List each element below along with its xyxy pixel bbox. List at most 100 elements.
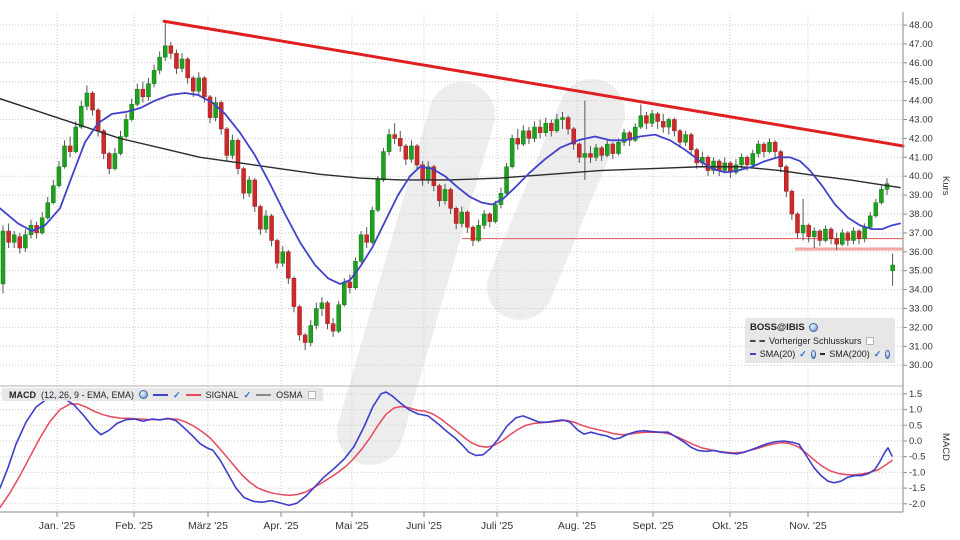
candle-body: [129, 104, 134, 120]
candle-body: [817, 230, 823, 241]
candle-body: [593, 147, 599, 158]
candle-body: [543, 123, 548, 133]
candle-body: [599, 147, 604, 156]
candle-body: [537, 126, 543, 133]
candle-body: [739, 157, 744, 166]
candle-body: [95, 109, 101, 132]
globe-icon[interactable]: [885, 349, 890, 359]
candle-body: [767, 141, 772, 152]
candle-body: [761, 143, 767, 152]
sma20-checkmark[interactable]: ✓: [799, 349, 807, 360]
candle-body: [308, 325, 313, 343]
candle-body: [107, 153, 112, 169]
macd-tick-label: 1.5: [909, 389, 922, 400]
candle-body: [235, 140, 241, 169]
candle-body: [140, 89, 146, 98]
candle-body: [84, 92, 90, 107]
candle-body: [465, 211, 470, 228]
candle-body: [190, 77, 196, 92]
macd-tick-label: -1.0: [909, 467, 925, 478]
candle-body: [666, 119, 672, 128]
candle-body: [487, 213, 493, 222]
candle-body: [123, 119, 129, 137]
candle-body: [560, 117, 565, 120]
candle-body: [230, 140, 235, 156]
sma200-checkmark[interactable]: ✓: [873, 349, 882, 360]
candle-body: [705, 157, 711, 171]
macd-checkmark[interactable]: ✓: [173, 389, 181, 400]
candle-body: [0, 230, 6, 285]
price-tick-label: 47.00: [909, 39, 933, 50]
macd-params: (12, 26, 9 - EMA, EMA): [41, 389, 135, 400]
macd-axis-title: MACD: [940, 433, 951, 461]
candle-body: [526, 130, 532, 139]
candle-body: [840, 232, 845, 245]
candle-body: [784, 166, 789, 192]
candle-body: [224, 128, 230, 156]
trendline: [162, 19, 905, 148]
month-label: Okt. '25: [712, 520, 748, 532]
candle-body: [218, 102, 224, 130]
month-label: Aug. '25: [558, 520, 596, 532]
macd-tick-label: 1.0: [909, 405, 922, 416]
price-tick-label: 31.00: [909, 341, 933, 352]
candle-body: [812, 230, 817, 237]
globe-icon[interactable]: [139, 390, 149, 399]
signal-line-sample: [185, 393, 201, 396]
macd-tick-label: -2.0: [909, 499, 925, 510]
candle-body: [269, 215, 274, 241]
candle-body: [325, 302, 330, 324]
candle-body: [437, 185, 442, 202]
candle-body: [174, 53, 179, 69]
candle-body: [851, 230, 856, 241]
candle-body: [795, 213, 800, 234]
candle-body: [342, 281, 347, 305]
candle-body: [688, 134, 694, 150]
candle-body: [716, 160, 722, 171]
candle-body: [845, 232, 851, 241]
price-tick-label: 30.00: [909, 360, 933, 371]
candle-body: [862, 226, 867, 239]
candle-body: [672, 119, 677, 132]
candle-body: [453, 208, 459, 224]
candle-body: [185, 58, 190, 79]
price-tick-label: 39.00: [909, 190, 933, 201]
candle-body: [414, 145, 420, 166]
price-tick-label: 32.00: [909, 322, 933, 333]
candle-body: [386, 134, 392, 152]
candle-body: [291, 278, 297, 307]
candle-body: [772, 141, 778, 152]
month-label: Juli '25: [481, 520, 514, 532]
candle-body: [79, 106, 84, 128]
osma-checkbox[interactable]: [307, 390, 316, 399]
watermark-icon: [487, 79, 625, 320]
globe-icon[interactable]: [810, 349, 816, 359]
candle-body: [616, 141, 621, 154]
price-tick-label: 38.00: [909, 209, 933, 220]
signal-label: SIGNAL: [205, 389, 239, 400]
candle-body: [397, 138, 403, 147]
signal-checkmark[interactable]: ✓: [243, 389, 252, 400]
globe-icon[interactable]: [808, 322, 818, 332]
candle-body: [554, 119, 560, 132]
candle-body: [890, 264, 895, 271]
prev-close-checkbox[interactable]: [865, 336, 874, 345]
candle-body: [632, 126, 638, 141]
price-tick-label: 41.00: [909, 152, 933, 163]
macd-tick-label: -0.5: [909, 452, 925, 463]
candle-body: [521, 130, 526, 145]
candle-body: [246, 179, 252, 194]
price-tick-label: 48.00: [909, 20, 933, 31]
candle-body: [252, 179, 258, 207]
sma20-line-sample: [750, 353, 756, 356]
candle-body: [135, 89, 140, 105]
candle-body: [504, 166, 509, 194]
candle-body: [286, 251, 291, 279]
candle-body: [800, 225, 806, 234]
candle-body: [884, 183, 890, 190]
candle-body: [470, 226, 476, 241]
candle-body: [101, 130, 106, 154]
candle-body: [694, 149, 700, 164]
candle-body: [459, 211, 465, 224]
